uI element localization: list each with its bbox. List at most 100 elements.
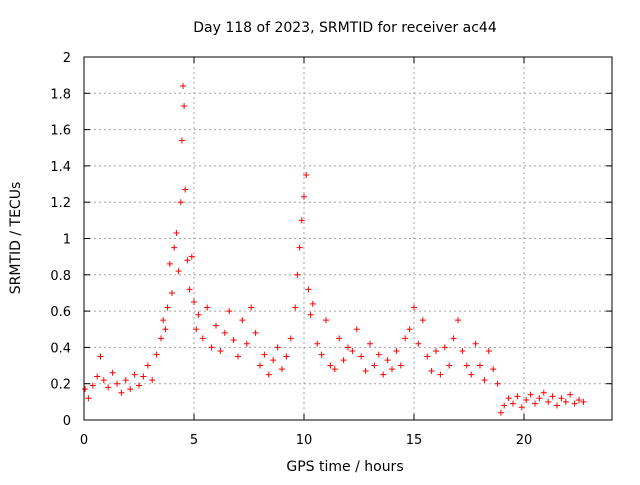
data-point [171,244,178,251]
x-tick-label: 5 [190,433,198,448]
y-tick-label: 1.4 [50,160,71,175]
data-point [131,371,138,378]
data-point [243,340,250,347]
data-point [463,362,470,369]
data-point [472,340,479,347]
data-point [158,335,164,342]
data-point [549,393,556,400]
data-point [181,103,188,110]
data-point [419,317,426,324]
data-point [345,344,351,351]
data-point [105,384,112,391]
data-point [208,344,215,351]
data-point [274,344,281,351]
x-tick-label: 10 [296,433,313,448]
y-tick-label: 1 [63,233,71,248]
data-point [450,335,457,342]
data-point [510,400,516,407]
data-point [114,380,120,387]
data-point [184,257,191,264]
data-point [411,304,417,311]
data-point [490,366,497,373]
chart-title: Day 118 of 2023, SRMTID for receiver ac4… [193,20,497,36]
axis-ticks: 00.20.40.60.811.21.41.61.820 5 10 15 20 [50,51,612,448]
data-point [270,357,277,364]
x-tick-label: 15 [406,433,423,448]
data-point [292,304,299,311]
data-point [265,371,272,378]
data-point [441,344,448,351]
data-point [514,393,521,400]
y-tick-label: 1.8 [50,87,71,102]
data-point [195,311,202,318]
data-point [468,371,475,378]
data-point [217,348,224,355]
data-point [191,299,197,306]
data-point [164,304,171,311]
data-point [558,395,565,402]
y-tick-label: 0.8 [50,269,71,284]
data-point [375,351,382,358]
data-point [162,326,169,333]
data-point [323,317,329,324]
data-point [318,351,325,358]
y-tick-label: 0.4 [50,341,71,356]
data-point [305,286,312,293]
data-point [186,286,193,293]
data-point [279,366,285,373]
data-point [362,367,369,374]
data-point [85,395,92,402]
data-point [331,366,338,373]
data-point [314,340,321,347]
y-tick-label: 0.6 [50,305,71,320]
data-point [144,362,151,369]
data-point [149,377,156,384]
data-point [424,353,431,360]
data-point [160,317,167,324]
data-point [182,186,189,193]
y-tick-label: 0.2 [50,378,71,393]
data-point [252,329,259,336]
data-point [349,348,356,355]
data-point [353,326,360,333]
data-point [433,348,439,355]
data-point [177,199,184,206]
data-point [562,398,569,405]
data-point [173,230,180,237]
data-point [97,353,104,360]
data-point [118,389,125,396]
data-point [389,366,395,373]
data-point [204,304,211,311]
x-tick-label: 20 [516,433,533,448]
data-point [166,260,173,267]
data-point [571,400,578,407]
data-point [523,397,530,404]
data-point [226,308,233,315]
data-point [175,268,182,275]
data-point [494,380,501,387]
data-point [283,353,290,360]
data-point [580,398,587,405]
data-point [406,326,413,333]
data-point [94,373,101,380]
data-point [257,362,263,369]
data-point [127,386,134,393]
data-point [100,377,107,384]
data-point [536,395,543,402]
data-point [89,382,96,389]
data-points [82,83,587,416]
data-point [340,357,347,364]
y-tick-label: 1.6 [50,124,71,139]
data-point [576,397,582,404]
data-point [397,362,404,369]
data-point [235,353,241,360]
data-point [109,369,116,376]
data-point [248,304,255,311]
data-point [501,402,508,409]
data-point [221,329,228,336]
y-tick-label: 1.2 [50,196,71,211]
data-point [296,244,303,251]
data-point [477,362,483,369]
y-axis-label: SRMTID / TECUs [8,182,24,295]
